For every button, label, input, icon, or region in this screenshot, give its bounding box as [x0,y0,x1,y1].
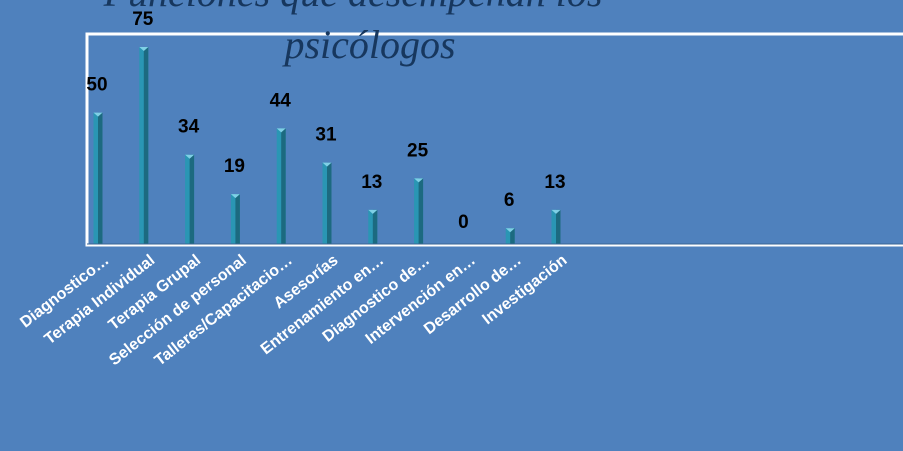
bar-value-label: 6 [504,190,515,211]
bar-value-label: 31 [315,125,337,146]
bar-value-label: 44 [270,90,292,111]
bar [276,128,286,244]
bar-value-label: 19 [224,156,245,177]
plot-area-border [85,32,903,247]
bar [505,228,515,244]
bar-value-label: 25 [407,140,429,161]
bar [322,162,332,244]
bar-value-label: 13 [544,172,565,193]
bar [230,194,240,244]
chart-title-line-2: psicólogos [281,22,455,67]
category-label: Investigación [479,252,570,328]
bar [551,209,561,244]
bar [185,154,195,244]
bar-value-label: 0 [458,212,469,233]
bar [93,112,103,245]
bar-series [87,47,903,245]
bar [368,209,378,244]
bar-value-label: 13 [361,172,382,193]
bar-value-label: 34 [178,117,200,138]
bar-value-label: 50 [86,75,107,96]
chart-title-line-1: Funciones que desempeñan los [103,0,603,15]
bar [139,47,149,244]
bar-value-label: 75 [132,9,154,30]
data-labels: 50 75 34 19 44 31 13 25 0 6 13 [86,9,565,233]
bar [414,178,424,244]
